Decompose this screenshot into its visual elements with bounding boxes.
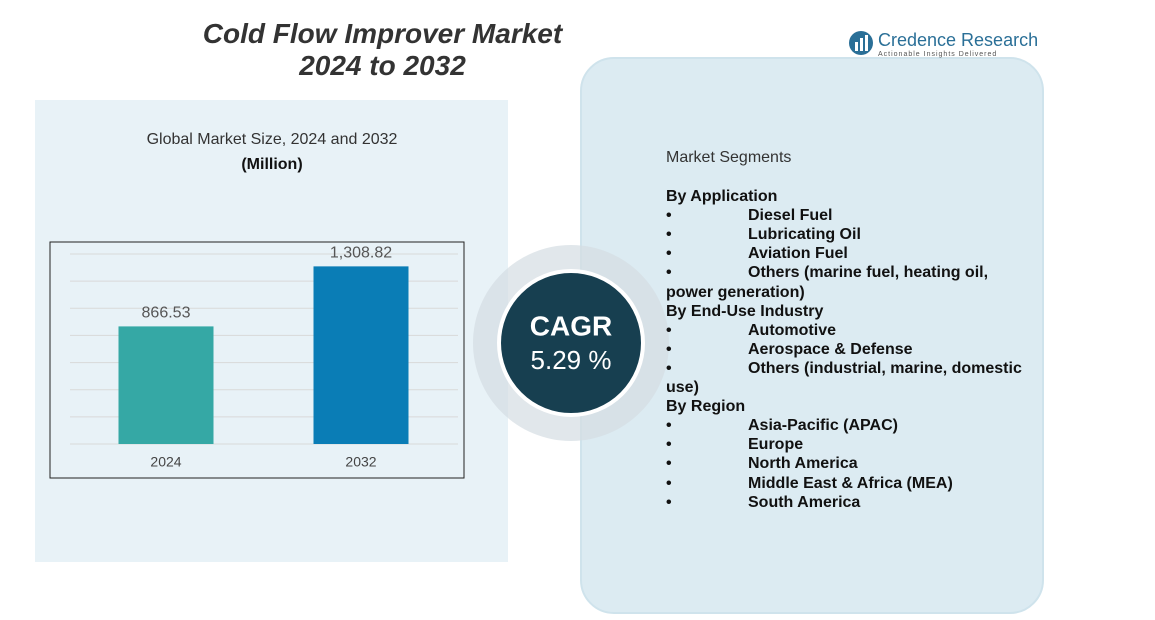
segment-item-text: Diesel Fuel — [748, 207, 833, 225]
segment-item: • Aviation Fuel — [666, 244, 1028, 263]
segment-item-text: Others (industrial, marine, domestic use… — [666, 359, 1022, 397]
title: Cold Flow Improver Market 2024 to 2032 — [150, 18, 615, 82]
bullet: • — [666, 474, 672, 492]
bullet: • — [666, 264, 672, 282]
segment-heading: By End-Use Industry — [666, 302, 824, 320]
bullet: • — [666, 207, 672, 225]
segment-heading: By Application — [666, 188, 778, 206]
segment-item-text: North America — [748, 455, 858, 473]
value-label: 866.53 — [142, 305, 191, 322]
segments-title: Market Segments — [666, 149, 792, 166]
segment-item: • North America — [666, 454, 1028, 473]
segment-item-text: Middle East & Africa (MEA) — [748, 474, 953, 492]
segment-item: • Asia-Pacific (APAC) — [666, 416, 1028, 435]
bullet: • — [666, 245, 672, 263]
cagr-label: CAGR — [530, 310, 612, 341]
segment-item-text: Others (marine fuel, heating oil, power … — [666, 264, 989, 301]
segment-item-text: Asia-Pacific (APAC) — [748, 417, 898, 435]
segment-item-text: Europe — [748, 436, 804, 454]
segment-item-text: Lubricating Oil — [748, 226, 861, 244]
segment-item-text: Aviation Fuel — [748, 245, 848, 263]
segment-item: • South America — [666, 493, 1028, 512]
logo-icon — [849, 31, 873, 55]
bullet: • — [666, 340, 672, 358]
title-line: Cold Flow Improver Market — [202, 18, 563, 49]
segment-item-text: South America — [748, 493, 861, 511]
chart-subtitle: (Million) — [241, 156, 302, 173]
segment-item-text: Aerospace & Defense — [748, 340, 913, 358]
bullet: • — [666, 359, 672, 377]
segment-item: • Lubricating Oil — [666, 225, 1028, 244]
value-label: 1,308.82 — [330, 245, 392, 262]
bullet: • — [666, 417, 672, 435]
bullet: • — [666, 493, 672, 511]
segment-item: • Europe — [666, 435, 1028, 454]
logo: Credence Research Actionable Insights De… — [848, 30, 1038, 58]
bullet: • — [666, 436, 672, 454]
bullet: • — [666, 226, 672, 244]
chart-title: Global Market Size, 2024 and 2032 — [147, 131, 398, 148]
segment-item: • Automotive — [666, 321, 1028, 340]
x-tick-label: 2024 — [150, 454, 181, 470]
bullet: • — [666, 455, 672, 473]
bullet: • — [666, 321, 672, 339]
segment-item: • Others (industrial, marine, domestic us… — [666, 359, 1028, 397]
cagr-value: 5.29 % — [531, 345, 612, 375]
segment-item: • Middle East & Africa (MEA) — [666, 474, 1028, 493]
logo-tagline: Actionable Insights Delivered — [878, 51, 998, 58]
logo-name: Credence Research — [878, 30, 1039, 50]
segment-item: • Others (marine fuel, heating oil, power… — [666, 263, 1028, 301]
bar — [313, 266, 409, 444]
segment-heading: By Region — [666, 398, 746, 416]
title-line: 2024 to 2032 — [299, 50, 466, 81]
left-panel — [35, 100, 508, 562]
segment-item: • Aerospace & Defense — [666, 340, 1028, 359]
segment-item-text: Automotive — [748, 321, 836, 339]
chart-frame — [49, 241, 465, 479]
segment-item: • Diesel Fuel — [666, 206, 1028, 225]
cagr-circle — [497, 269, 645, 417]
bar — [118, 326, 214, 444]
x-tick-label: 2032 — [345, 454, 376, 470]
segments: Market Segments By Application • Diesel Fu… — [666, 148, 1028, 512]
